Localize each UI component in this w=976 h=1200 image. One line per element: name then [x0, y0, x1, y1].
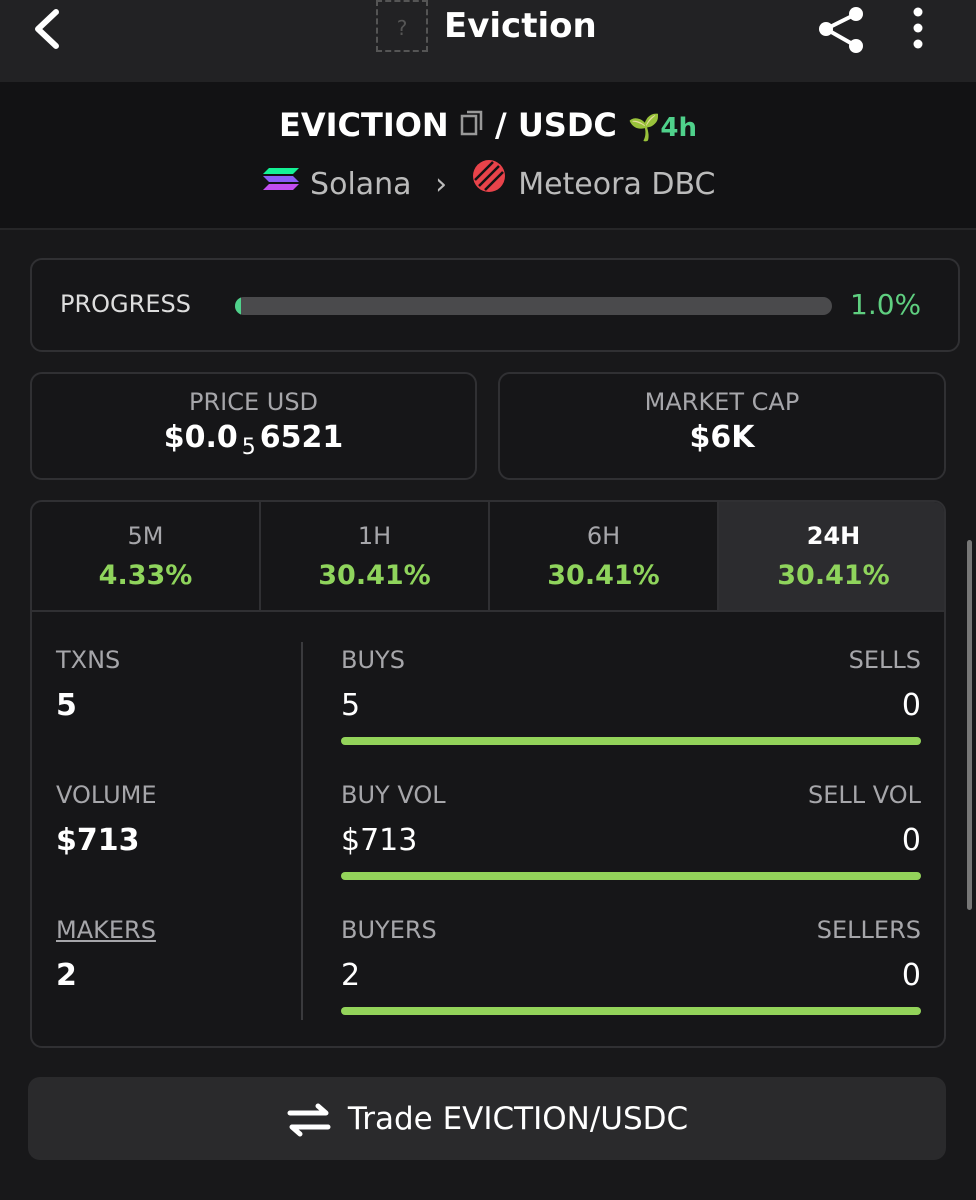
side-value: 5: [341, 688, 361, 723]
progress-label: PROGRESS: [60, 290, 191, 318]
side-value: $713: [341, 823, 418, 858]
price-subscript: 5: [241, 435, 256, 460]
ratio-bar: [341, 1007, 921, 1015]
swap-icon: [287, 1103, 331, 1136]
ratio-bar: [341, 737, 921, 745]
tab-label: 24H: [806, 522, 861, 550]
mcap-card: MARKET CAP $6K: [498, 372, 946, 480]
menu-button[interactable]: [908, 6, 928, 50]
base-token: EVICTION: [278, 106, 449, 144]
trade-button[interactable]: Trade EVICTION/USDC: [28, 1077, 946, 1160]
tab-change: 30.41%: [777, 560, 890, 591]
quote-token: USDC: [517, 106, 617, 144]
mcap-label: MARKET CAP: [644, 388, 800, 416]
side-label: SELLERS: [816, 916, 921, 944]
tab-change: 30.41%: [318, 560, 431, 591]
header-title: Eviction: [444, 6, 597, 46]
timeframe-tab[interactable]: 1H 30.41%: [261, 502, 490, 610]
stat-value: 2: [56, 958, 77, 993]
tab-change: 30.41%: [547, 560, 660, 591]
header: ? Eviction: [0, 0, 976, 82]
progress-fill: [235, 297, 241, 315]
tab-change: 4.33%: [98, 560, 193, 591]
price-value: $0.0 5 6521: [32, 420, 475, 460]
trade-label: Trade EVICTION/USDC: [347, 1101, 689, 1137]
dex-name: Meteora DBC: [518, 167, 716, 202]
age-text: 4h: [660, 113, 698, 143]
stat-label: MAKERS: [56, 916, 156, 944]
progress-value: 1.0%: [850, 288, 922, 321]
scrollbar: [967, 540, 972, 910]
progress-track: [235, 297, 832, 315]
solana-icon: [262, 168, 299, 190]
mcap-value: $6K: [689, 420, 755, 455]
stat-label: VOLUME: [56, 781, 157, 809]
tab-label: 6H: [586, 522, 621, 550]
share-button[interactable]: [816, 4, 866, 54]
back-button[interactable]: [28, 6, 68, 52]
timeframe-tab[interactable]: 5M 4.33%: [32, 502, 261, 610]
stats-card: 5M 4.33% 1H 30.41% 6H 30.41% 24H 30.41% TXNS 5 BU…: [30, 500, 946, 1048]
tab-label: 1H: [357, 522, 392, 550]
ratio-bar: [341, 872, 921, 880]
pair-section: EVICTION / USDC 🌱4h Solana › Meteora DBC: [0, 82, 976, 230]
pair-separator: /: [494, 106, 507, 144]
chain-name: Solana: [310, 167, 412, 202]
tab-label: 5M: [127, 522, 164, 550]
stat-value: 5: [56, 688, 77, 723]
chain-line: Solana › Meteora DBC: [0, 158, 976, 202]
side-label: BUY VOL: [341, 781, 446, 809]
timeframe-tabs: 5M 4.33% 1H 30.41% 6H 30.41% 24H 30.41%: [32, 502, 944, 612]
pair-line: EVICTION / USDC 🌱4h: [0, 106, 976, 144]
side-value: 0: [901, 823, 921, 858]
side-value: 0: [901, 958, 921, 993]
price-card: PRICE USD $0.0 5 6521: [30, 372, 477, 480]
token-icon: ?: [376, 0, 428, 52]
price-label: PRICE USD: [188, 388, 319, 416]
copy-icon[interactable]: [460, 110, 484, 136]
side-label: SELLS: [848, 646, 921, 674]
timeframe-tab[interactable]: 6H 30.41%: [490, 502, 719, 610]
price-prefix: $0.0: [163, 420, 238, 455]
side-label: SELL VOL: [807, 781, 921, 809]
side-label: BUYS: [341, 646, 405, 674]
side-value: 0: [901, 688, 921, 723]
progress-card: PROGRESS 1.0%: [30, 258, 960, 352]
stat-value: $713: [56, 823, 140, 858]
stat-label: TXNS: [56, 646, 121, 674]
price-digits: 6521: [259, 420, 344, 455]
timeframe-tab[interactable]: 24H 30.41%: [719, 502, 944, 610]
side-label: BUYERS: [341, 916, 437, 944]
dex-icon: [472, 160, 505, 192]
side-value: 2: [341, 958, 361, 993]
divider: [301, 642, 303, 1020]
pair-age: 🌱4h: [628, 113, 698, 143]
